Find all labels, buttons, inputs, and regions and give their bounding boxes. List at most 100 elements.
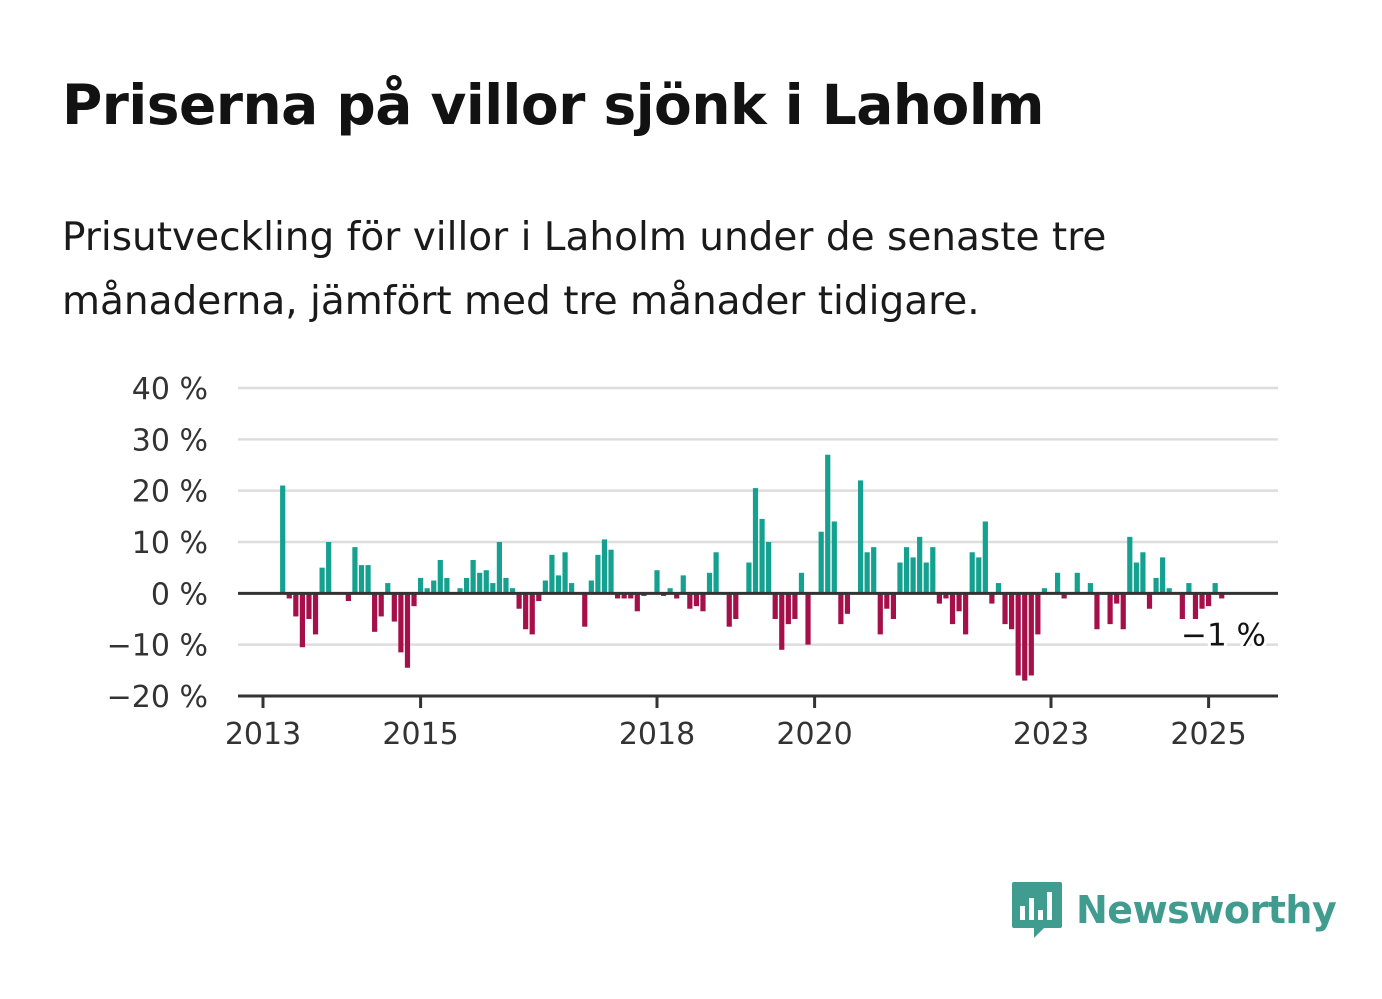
bar [588, 580, 594, 594]
newsworthy-logo: Newsworthy [1010, 880, 1337, 940]
bar [542, 580, 548, 594]
bar [1002, 593, 1008, 625]
bar [457, 588, 463, 594]
bar [1114, 593, 1120, 604]
bar [536, 593, 542, 602]
labels: 40 % 30 % 20 % 10 % 0 % −10 % −20 % 2013 2015 201… [107, 372, 1269, 752]
bar [562, 552, 568, 594]
bar [838, 593, 844, 625]
bar [306, 593, 312, 619]
bar [844, 593, 851, 614]
bar [1212, 583, 1218, 594]
bar [437, 559, 443, 594]
bar [884, 593, 890, 609]
bar [1146, 593, 1153, 609]
bar [917, 536, 923, 594]
bar [1127, 536, 1133, 594]
bar [523, 593, 529, 630]
bar [693, 593, 699, 607]
bar [818, 531, 824, 594]
bar [326, 542, 332, 594]
bar [483, 570, 489, 594]
chart-subtitle: Prisutveckling för villor i Laholm under… [62, 215, 1107, 324]
bar [1074, 572, 1080, 594]
bar [772, 593, 778, 619]
bar [365, 565, 371, 594]
bar [418, 577, 424, 594]
bar [897, 562, 903, 594]
bar [411, 593, 417, 607]
bar [286, 593, 292, 599]
bar [372, 593, 378, 632]
bar [857, 480, 864, 594]
x-tick-label: 2023 [1013, 717, 1089, 752]
x-tick-label: 2018 [619, 717, 695, 752]
bar [654, 570, 660, 594]
bar [1186, 583, 1192, 594]
bar [1166, 588, 1172, 594]
bar [293, 593, 299, 617]
bars [280, 454, 1225, 681]
bar [798, 572, 805, 594]
bar [956, 593, 962, 612]
bar [621, 593, 627, 599]
bar [713, 552, 719, 594]
bar [752, 488, 759, 594]
x-tick-label: 2015 [382, 717, 458, 752]
bar [463, 577, 470, 594]
bar [969, 552, 975, 594]
bar [358, 565, 365, 594]
bar [1028, 593, 1034, 676]
bar [529, 593, 535, 635]
last-value-label: −1 % [1181, 617, 1266, 653]
bar [378, 593, 384, 617]
bar [1087, 583, 1093, 594]
bar [877, 593, 883, 635]
bar [706, 572, 713, 594]
bar [477, 572, 483, 594]
bar [615, 593, 621, 599]
bar [628, 593, 634, 599]
bar [1133, 562, 1139, 594]
bar [404, 593, 411, 668]
bar [385, 583, 391, 594]
bar [674, 593, 680, 599]
bar [280, 485, 286, 594]
chart-title: Priserna på villor sjönk i Laholm [62, 73, 1045, 137]
bar [398, 593, 404, 653]
bar [595, 554, 601, 594]
brand-name: Newsworthy [1076, 888, 1337, 932]
bar [1153, 577, 1159, 594]
bar [431, 580, 437, 594]
bar [976, 557, 982, 594]
y-tick-label: 30 % [132, 423, 208, 458]
bar [923, 562, 929, 594]
bar [444, 577, 450, 594]
bar [1094, 593, 1100, 630]
bar [963, 593, 969, 635]
bar [1219, 593, 1225, 599]
bar-chart-icon [1012, 882, 1062, 938]
bar [496, 542, 502, 594]
y-tick-label: 20 % [132, 475, 208, 510]
bar [549, 554, 555, 594]
bar [1015, 593, 1021, 676]
bar [1179, 593, 1185, 619]
bar [312, 593, 319, 635]
x-tick-label: 2020 [776, 717, 852, 752]
bar [936, 593, 942, 604]
bar [424, 588, 430, 594]
bar [1107, 593, 1113, 625]
bar [700, 593, 706, 612]
y-tick-label: 10 % [132, 526, 208, 561]
y-tick-label: 40 % [132, 372, 208, 407]
bar [1054, 572, 1061, 594]
bar [779, 593, 785, 650]
axes [238, 591, 1278, 708]
bar [1022, 593, 1028, 681]
bar [1009, 593, 1015, 630]
bar [825, 454, 831, 594]
bar [890, 593, 896, 619]
bar [792, 593, 798, 619]
bar [490, 583, 496, 594]
